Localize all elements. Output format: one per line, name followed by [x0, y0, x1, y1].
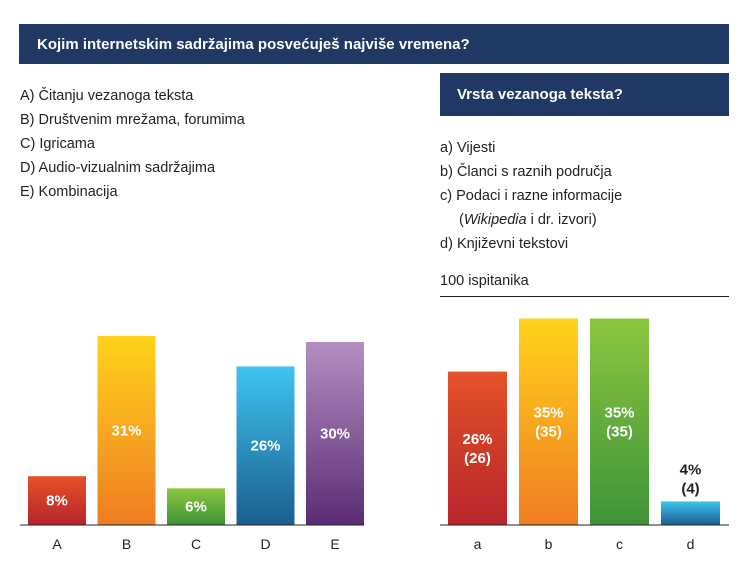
question-title: Kojim internetskim sadržajima posvećuješ…: [37, 35, 470, 53]
option-text: Književni tekstovi: [456, 236, 569, 252]
chart-left: 8% A 31% B 6% C 26% D 30% E: [20, 335, 364, 552]
list-item: A) Čitanju vezanoga teksta: [20, 84, 245, 108]
data-label: 26%: [250, 438, 280, 455]
option-key: E): [20, 184, 35, 200]
text-type-options-list: a) Vijesti b) Članci s raznih područja c…: [440, 136, 622, 256]
note-rest: i dr. izvori): [526, 212, 597, 228]
option-text: Vijesti: [456, 140, 496, 156]
option-key: b): [440, 164, 453, 180]
chart-right: 26% (26) a 35% (35) b 35% (35) c 4% (4) d: [440, 318, 729, 552]
data-label: 30%: [320, 426, 350, 443]
list-item: a) Vijesti: [440, 136, 622, 160]
bar-b: [519, 318, 578, 525]
option-text: Kombinacija: [38, 184, 118, 200]
data-label: 35% (35): [533, 404, 563, 440]
list-item: b) Članci s raznih područja: [440, 160, 622, 184]
x-tick-label: A: [52, 536, 62, 552]
option-key: D): [20, 160, 36, 176]
bar-A: [28, 476, 86, 525]
list-item: E) Kombinacija: [20, 180, 245, 204]
list-item: c) Podaci i razne informacije: [440, 184, 622, 208]
option-text: Audio-vizualnim sadržajima: [38, 160, 216, 176]
option-key: B): [20, 112, 35, 128]
bar-a: [448, 371, 507, 525]
data-label: 35% (35): [604, 404, 634, 440]
note-italic: Wikipedia: [463, 212, 527, 228]
list-item: C) Igricama: [20, 132, 245, 156]
bar-C: [167, 488, 225, 525]
note-open: (: [459, 212, 464, 228]
sub-question-title: Vrsta vezanoga teksta?: [457, 86, 623, 103]
x-tick-label: b: [545, 536, 553, 552]
option-key: C): [20, 136, 36, 152]
list-item: B) Društvenim mrežama, forumima: [20, 108, 245, 132]
x-tick-label: D: [260, 536, 270, 552]
data-label: 8%: [46, 493, 68, 510]
bar-c: [590, 318, 649, 525]
list-item: d) Književni tekstovi: [440, 232, 622, 256]
option-key: A): [20, 88, 35, 104]
x-tick-label: d: [687, 536, 695, 552]
option-key: c): [440, 188, 453, 204]
bar-B: [97, 335, 156, 525]
option-text: Igricama: [39, 136, 95, 152]
x-tick-label: B: [122, 536, 131, 552]
data-label: 26% (26): [462, 431, 492, 467]
answer-options-list: A) Čitanju vezanoga teksta B) Društvenim…: [20, 84, 245, 204]
list-item: D) Audio-vizualnim sadržajima: [20, 156, 245, 180]
data-label: 31%: [111, 422, 141, 439]
option-key: d): [440, 236, 453, 252]
option-note: (Wikipedia i dr. izvori): [440, 208, 622, 232]
x-tick-label: c: [616, 536, 623, 552]
bar-D: [236, 366, 295, 525]
respondents-count: 100 ispitanika: [440, 273, 529, 289]
option-key: a): [440, 140, 453, 156]
x-tick-label: C: [191, 536, 201, 552]
option-text: Članci s raznih područja: [456, 164, 612, 180]
bar-E: [306, 342, 364, 525]
sub-question-banner: Vrsta vezanoga teksta?: [440, 73, 729, 116]
option-text: Društvenim mrežama, forumima: [38, 112, 245, 128]
option-text: Podaci i razne informacije: [456, 188, 623, 204]
x-tick-label: a: [474, 536, 482, 552]
data-label: 4% (4): [680, 461, 702, 497]
bar-d: [661, 501, 720, 525]
x-tick-label: E: [330, 536, 339, 552]
data-label: 6%: [185, 499, 207, 516]
question-banner: Kojim internetskim sadržajima posvećuješ…: [19, 24, 729, 64]
option-text: Čitanju vezanoga teksta: [38, 88, 194, 104]
divider: [440, 296, 729, 297]
